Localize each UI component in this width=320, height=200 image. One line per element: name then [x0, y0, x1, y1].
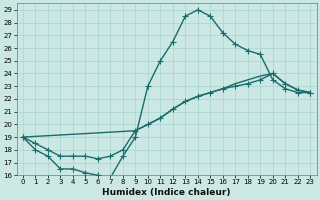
X-axis label: Humidex (Indice chaleur): Humidex (Indice chaleur) [102, 188, 231, 197]
